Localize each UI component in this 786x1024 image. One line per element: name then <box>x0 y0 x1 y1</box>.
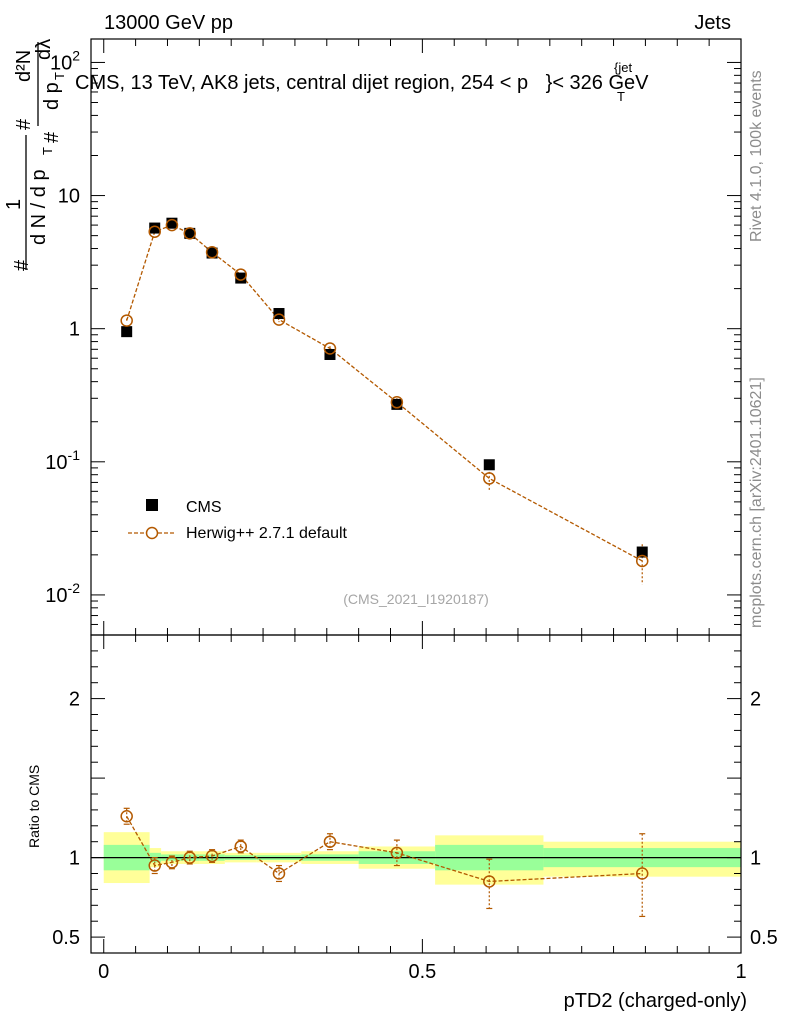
cms-point <box>391 398 403 410</box>
ratio-axis-ticks <box>91 634 742 954</box>
ylabel-t2: T <box>52 72 67 80</box>
ylabel-hash3: # <box>41 131 63 143</box>
ratio-y-tick-labels: 0.5 0.5 1 1 2 2 <box>52 689 778 950</box>
herwig-point <box>234 268 248 281</box>
ratio-herwig-point <box>390 846 404 860</box>
ratio-herwig-point <box>205 849 219 863</box>
herwig-point <box>635 554 649 568</box>
plot-title: CMS, 13 TeV, AK8 jets, central dijet reg… <box>75 72 649 94</box>
cms-point <box>149 222 161 234</box>
main-y-tick-labels: 10-2 10-1 1 10 102 <box>45 47 80 606</box>
ratio-herwig-point <box>234 840 248 853</box>
herwig-point <box>165 218 179 232</box>
main-y-tick-label: 1 <box>69 319 80 341</box>
ylabel-dl: dλ <box>33 39 55 60</box>
main-y-axis-label: # 1 d N / d p T # # d²N d p T dλ <box>3 39 67 271</box>
ylabel-dn: d N / d p <box>28 169 50 245</box>
herwig-point <box>205 246 219 259</box>
ylabel-t1: T <box>40 147 55 155</box>
ylabel-d2n: d²N <box>13 50 35 82</box>
cms-point <box>483 459 495 471</box>
cms-point <box>166 217 178 229</box>
main-plot-panel: 10-2 10-1 1 10 102 CMS, 13 TeV, AK8 jets, ce… <box>45 38 742 636</box>
main-axis-ticks <box>91 39 742 636</box>
ratio-uncertainty-bands <box>103 832 741 885</box>
herwig-point <box>148 225 161 238</box>
plot-title-sup: {jet <box>614 60 632 75</box>
ratio-herwig-point <box>483 875 496 888</box>
ratio-herwig-point <box>120 810 133 823</box>
ratio-y-tick-label: 0.5 <box>52 927 80 949</box>
x-axis-label: pTD2 (charged-only) <box>564 990 747 1012</box>
cms-point <box>636 546 648 558</box>
herwig-point <box>483 472 496 485</box>
ratio-y-tick-label: 1 <box>69 848 80 870</box>
ratio-herwig-point <box>323 835 337 848</box>
legend: CMS Herwig++ 2.7.1 default <box>128 499 348 542</box>
analysis-watermark: (CMS_2021_I1920187) <box>343 591 489 607</box>
herwig-points <box>120 218 649 568</box>
herwig-point <box>390 396 404 409</box>
ratio-y-axis-label: Ratio to CMS <box>26 765 42 848</box>
herwig-point <box>120 314 133 327</box>
legend-herwig-marker <box>145 526 159 540</box>
x-tick-label: 0 <box>98 961 109 983</box>
ratio-herwig-point <box>635 867 649 880</box>
main-y-tick-label: 10-2 <box>45 580 80 607</box>
cms-point <box>121 326 133 338</box>
herwig-point <box>272 313 286 326</box>
ratio-y-tick-label-right: 1 <box>750 848 761 870</box>
ratio-herwig-points <box>120 810 649 888</box>
ratio-y-tick-label: 2 <box>69 689 80 711</box>
ratio-herwig-point <box>165 856 179 869</box>
plot-title-suffix: }< 326 GeV <box>546 72 650 94</box>
x-tick-label: 0.5 <box>408 961 436 983</box>
x-tick-label: 1 <box>735 961 746 983</box>
cms-point <box>235 272 247 284</box>
ratio-herwig-point <box>148 859 161 872</box>
main-plot-frame <box>90 38 742 636</box>
ratio-y-tick-label-right: 0.5 <box>750 927 778 949</box>
rivet-label: Rivet 4.1.0, 100k events <box>748 70 765 242</box>
ylabel-hash1: # <box>11 259 33 271</box>
ylabel-dp: d p <box>41 82 63 110</box>
plot-title-sub: T <box>617 89 625 104</box>
herwig-point <box>323 342 337 355</box>
ylabel-hash2: # <box>13 118 35 130</box>
main-y-tick-label: 102 <box>50 47 80 74</box>
header-right: Jets <box>694 12 731 34</box>
ratio-herwig-point <box>272 867 286 880</box>
header-left: 13000 GeV pp <box>104 12 233 34</box>
ratio-y-tick-label-right: 2 <box>750 689 761 711</box>
ratio-x-tick-labels: 0 0.5 1 <box>98 961 746 983</box>
ratio-plot-panel: 0.5 0.51 12 2 0 0.5 1 Ratio to CMS pTD2 (char… <box>26 634 778 1012</box>
legend-herwig-label: Herwig++ 2.7.1 default <box>186 525 348 542</box>
ylabel-one: 1 <box>3 199 25 210</box>
main-y-tick-label: 10 <box>58 186 80 208</box>
mcplots-label: mcplots.cern.ch [arXiv:2401.10621] <box>748 377 765 628</box>
herwig-point <box>183 227 197 240</box>
main-y-tick-label: 10-1 <box>45 447 80 474</box>
ratio-plot-frame <box>90 634 742 954</box>
legend-cms-marker <box>146 499 158 511</box>
cms-point <box>206 247 218 259</box>
plot-title-prefix: CMS, 13 TeV, AK8 jets, central dijet reg… <box>75 72 511 94</box>
ratio-herwig-point <box>183 851 197 864</box>
plot-title-p: p <box>517 72 528 94</box>
legend-cms-label: CMS <box>186 499 222 516</box>
cms-point <box>184 227 196 239</box>
